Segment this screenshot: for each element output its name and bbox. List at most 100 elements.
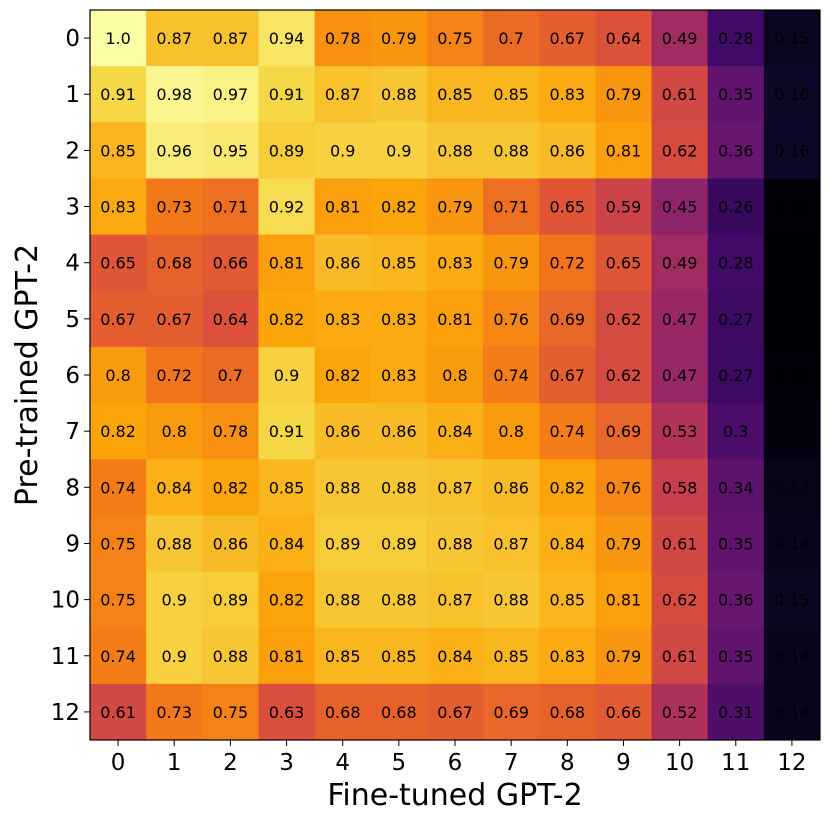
- cell-value-label-r10-c8: 0.85: [549, 591, 585, 610]
- heatmap-cell-r11-c12: [763, 627, 821, 685]
- heatmap-cell-r11-c4: [314, 627, 372, 685]
- heatmap-cell-r6-c5: [370, 346, 428, 404]
- heatmap-cell-r0-c6: [426, 10, 484, 67]
- heatmap-cell-r3-c1: [146, 178, 203, 236]
- cell-value-label-r3-c4: 0.81: [325, 198, 361, 217]
- cell-value-label-r6-c5: 0.83: [381, 366, 417, 385]
- heatmap-cell-r3-c10: [651, 178, 709, 236]
- cell-value-label-r6-c8: 0.67: [549, 366, 585, 385]
- heatmap-cell-r7-c10: [651, 403, 709, 460]
- heatmap-cell-r7-c5: [370, 403, 428, 460]
- heatmap-cell-r0-c3: [258, 10, 316, 67]
- cell-value-label-r12-c4: 0.68: [325, 703, 361, 722]
- cell-value-label-r9-c11: 0.35: [718, 534, 754, 553]
- heatmap-cell-r4-c12: [763, 234, 821, 292]
- heatmap-cell-r3-c6: [426, 178, 484, 236]
- heatmap-cell-r1-c1: [146, 66, 203, 123]
- cell-value-label-r5-c11: 0.27: [718, 310, 754, 329]
- y-tick-label-2: 2: [65, 138, 80, 164]
- cell-value-label-r12-c10: 0.52: [662, 703, 698, 722]
- heatmap-cell-r3-c7: [483, 178, 540, 236]
- cell-value-label-r7-c2: 0.78: [213, 422, 249, 441]
- cell-value-label-r1-c5: 0.88: [381, 85, 417, 104]
- heatmap-cell-r0-c2: [202, 10, 259, 67]
- x-tick-label-6: 6: [448, 750, 463, 776]
- heatmap-cell-r3-c4: [314, 178, 372, 236]
- heatmap-cell-r2-c11: [707, 122, 765, 179]
- x-tick-label-8: 8: [560, 750, 575, 776]
- cell-value-label-r2-c2: 0.95: [213, 141, 249, 160]
- heatmap-cell-r1-c8: [539, 66, 596, 123]
- cell-value-label-r6-c2: 0.7: [218, 366, 243, 385]
- heatmap-cell-r10-c10: [651, 571, 709, 629]
- heatmap-cell-r3-c5: [370, 178, 428, 236]
- heatmap-cell-r8-c12: [763, 459, 821, 516]
- y-tick-label-8: 8: [65, 475, 80, 501]
- cell-value-label-r9-c0: 0.75: [100, 534, 136, 553]
- heatmap-cell-r6-c10: [651, 346, 709, 404]
- heatmap-cell-r3-c2: [202, 178, 259, 236]
- heatmap-cell-r10-c3: [258, 571, 316, 629]
- heatmap-cell-r5-c1: [146, 290, 203, 348]
- cell-value-label-r3-c7: 0.71: [493, 198, 529, 217]
- cell-value-label-r2-c0: 0.85: [100, 141, 136, 160]
- heatmap-cell-r1-c7: [483, 66, 540, 123]
- heatmap-cell-r6-c11: [707, 346, 765, 404]
- heatmap-cell-r10-c9: [595, 571, 653, 629]
- heatmap-cell-r8-c7: [483, 459, 540, 516]
- heatmap-cell-r7-c9: [595, 403, 653, 460]
- heatmap-cell-r6-c0: [90, 346, 147, 404]
- cell-value-label-r1-c11: 0.35: [718, 85, 754, 104]
- heatmap-cell-r12-c9: [595, 683, 653, 741]
- heatmap-cell-r0-c9: [595, 10, 653, 67]
- cell-value-label-r9-c10: 0.61: [662, 534, 698, 553]
- heatmap-cell-r8-c1: [146, 459, 203, 516]
- heatmap-cell-r2-c10: [651, 122, 709, 179]
- heatmap-cell-r2-c3: [258, 122, 316, 179]
- cell-value-label-r6-c9: 0.62: [606, 366, 642, 385]
- x-tick-label-5: 5: [392, 750, 407, 776]
- heatmap-cell-r7-c3: [258, 403, 316, 460]
- heatmap-cell-r12-c1: [146, 683, 203, 741]
- cell-value-label-r4-c7: 0.79: [493, 254, 529, 273]
- x-tick-label-4: 4: [335, 750, 350, 776]
- heatmap-cell-r11-c11: [707, 627, 765, 685]
- x-tick-label-7: 7: [504, 750, 519, 776]
- heatmap-cell-r2-c1: [146, 122, 203, 179]
- heatmap-cell-r2-c8: [539, 122, 596, 179]
- heatmap-cell-r2-c7: [483, 122, 540, 179]
- cell-value-label-r3-c11: 0.26: [718, 198, 754, 217]
- cell-value-label-r6-c0: 0.8: [105, 366, 130, 385]
- heatmap-cell-r3-c0: [90, 178, 147, 236]
- heatmap-cell-r0-c4: [314, 10, 372, 67]
- cell-value-label-r8-c10: 0.58: [662, 478, 698, 497]
- heatmap-cell-r1-c11: [707, 66, 765, 123]
- heatmap-cell-r3-c11: [707, 178, 765, 236]
- heatmap-cell-r5-c2: [202, 290, 259, 348]
- cell-value-label-r0-c7: 0.7: [498, 29, 523, 48]
- cell-value-label-r0-c12: 0.15: [774, 29, 810, 48]
- cell-value-label-r3-c2: 0.71: [213, 198, 249, 217]
- cell-value-label-r0-c1: 0.87: [156, 29, 192, 48]
- heatmap-cell-r10-c6: [426, 571, 484, 629]
- cell-value-label-r10-c10: 0.62: [662, 591, 698, 610]
- cell-value-label-r4-c5: 0.85: [381, 254, 417, 273]
- heatmap-cell-r9-c3: [258, 515, 316, 573]
- heatmap-cell-r6-c4: [314, 346, 372, 404]
- heatmap-cell-r9-c6: [426, 515, 484, 573]
- cell-value-label-r9-c4: 0.89: [325, 534, 361, 553]
- heatmap-cell-r8-c0: [90, 459, 147, 516]
- heatmap-cell-r9-c1: [146, 515, 203, 573]
- cell-value-label-r2-c11: 0.36: [718, 141, 754, 160]
- cell-value-label-r4-c4: 0.86: [325, 254, 361, 273]
- heatmap-cell-r7-c0: [90, 403, 147, 460]
- heatmap-cell-r6-c12: [763, 346, 821, 404]
- heatmap-cell-r0-c10: [651, 10, 709, 67]
- cell-value-label-r8-c12: 0.13: [774, 478, 810, 497]
- heatmap-cell-r11-c5: [370, 627, 428, 685]
- heatmap-cell-r2-c2: [202, 122, 259, 179]
- cell-value-label-r2-c10: 0.62: [662, 141, 698, 160]
- y-tick-label-12: 12: [51, 700, 80, 726]
- heatmap-cell-r2-c12: [763, 122, 821, 179]
- cell-value-label-r2-c5: 0.9: [386, 141, 411, 160]
